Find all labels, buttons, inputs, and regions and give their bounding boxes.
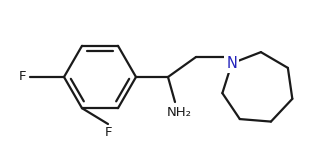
Text: F: F bbox=[18, 71, 26, 84]
Text: F: F bbox=[104, 125, 112, 139]
Text: N: N bbox=[226, 56, 237, 71]
Text: NH₂: NH₂ bbox=[167, 105, 191, 119]
